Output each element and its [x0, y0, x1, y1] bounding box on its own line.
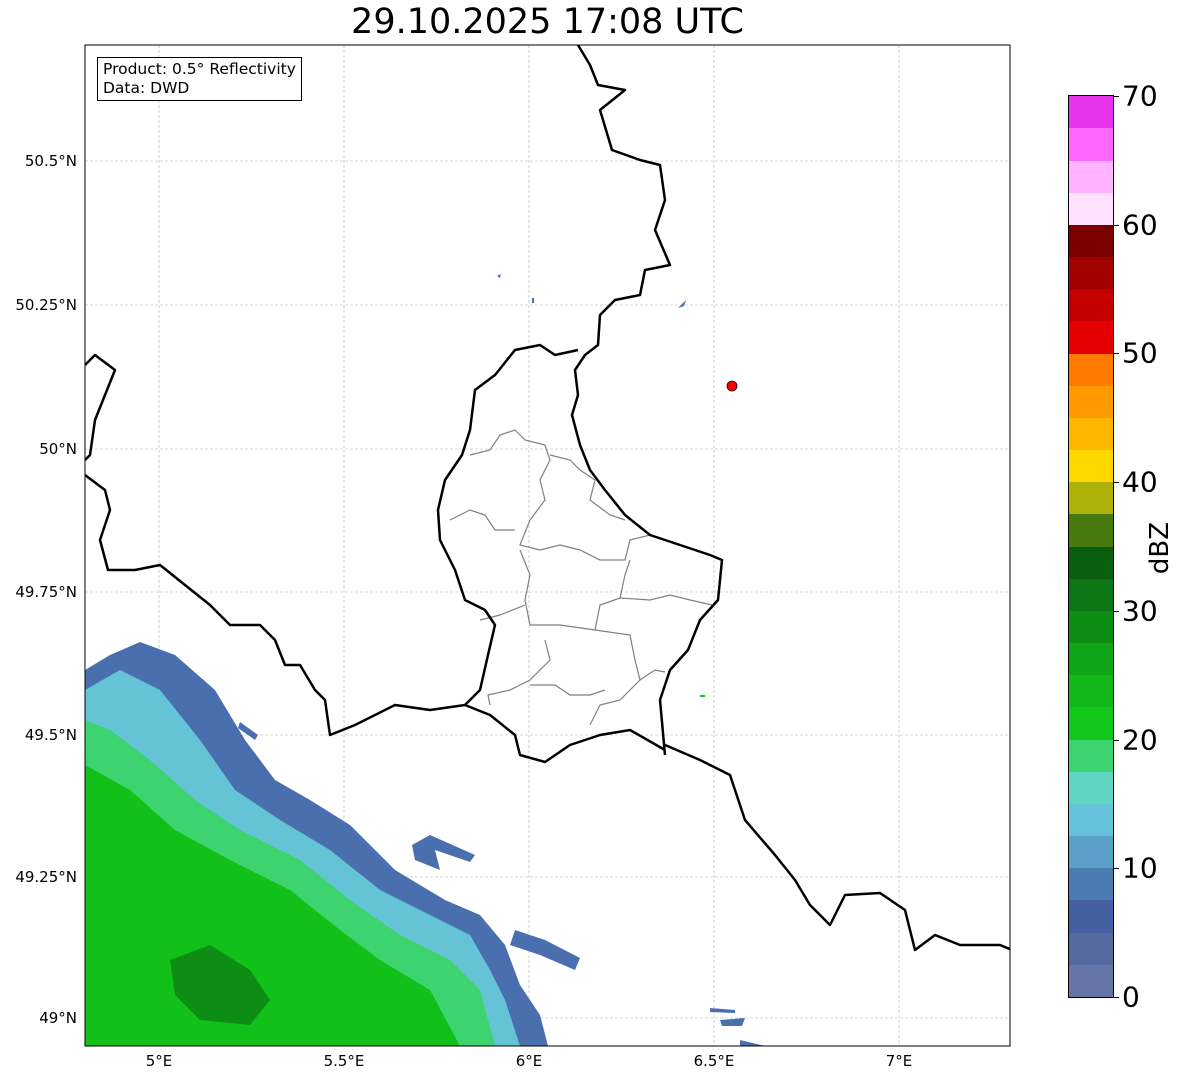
colorbar-bin	[1069, 128, 1113, 161]
lon-tick: 6.5°E	[693, 1052, 735, 1070]
colorbar-bin	[1069, 514, 1113, 547]
country-borders	[85, 45, 1010, 952]
colorbar-bin	[1069, 707, 1113, 740]
colorbar-bin	[1069, 610, 1113, 644]
colorbar-tick-label: 50	[1122, 336, 1158, 370]
colorbar-bin	[1069, 803, 1113, 837]
colorbar-bin	[1069, 257, 1113, 290]
colorbar-label: dBZ	[1145, 521, 1175, 575]
colorbar-bin	[1069, 900, 1113, 933]
colorbar-tick-mark	[1113, 353, 1119, 355]
lat-tick: 49.5°N	[24, 726, 77, 744]
colorbar-bin	[1069, 450, 1113, 483]
colorbar-bin	[1069, 771, 1113, 804]
location-marker	[726, 380, 738, 392]
radar-echoes	[85, 274, 765, 1046]
lon-tick: 5°E	[145, 1052, 173, 1070]
lon-tick: 7°E	[885, 1052, 913, 1070]
data-source-label: Data: DWD	[103, 79, 190, 97]
colorbar-bin	[1069, 417, 1113, 451]
map-frame	[84, 44, 1011, 1047]
colorbar-bin	[1069, 192, 1113, 225]
grid-lines	[85, 45, 1010, 1046]
colorbar-bin	[1069, 675, 1113, 708]
colorbar-bin	[1069, 353, 1113, 386]
colorbar-bin	[1069, 385, 1113, 418]
colorbar-bin	[1069, 964, 1113, 997]
product-info-box: Product: 0.5° Reflectivity Data: DWD	[97, 57, 302, 101]
lat-tick: 50.25°N	[15, 296, 77, 314]
colorbar-bin	[1069, 836, 1113, 869]
colorbar-tick-label: 40	[1122, 465, 1158, 499]
lon-tick: 5.5°E	[323, 1052, 365, 1070]
colorbar-tick-label: 10	[1122, 851, 1158, 885]
product-label: Product: 0.5° Reflectivity	[103, 60, 296, 78]
colorbar-tick-label: 30	[1122, 594, 1158, 628]
colorbar-bin	[1069, 643, 1113, 676]
colorbar-bin	[1069, 289, 1113, 322]
colorbar-tick-label: 70	[1122, 79, 1158, 113]
lat-tick: 50.5°N	[24, 152, 77, 170]
colorbar-bin	[1069, 578, 1113, 611]
colorbar-bin	[1069, 96, 1113, 129]
colorbar-bin	[1069, 546, 1113, 579]
lat-tick: 49.25°N	[15, 868, 77, 886]
colorbar-tick-label: 20	[1122, 723, 1158, 757]
colorbar-tick-mark	[1113, 868, 1119, 870]
colorbar-tick-mark	[1113, 610, 1119, 612]
lat-tick: 49.75°N	[15, 583, 77, 601]
colorbar-bin	[1069, 160, 1113, 193]
colorbar-tick-mark	[1113, 96, 1119, 97]
colorbar-bin	[1069, 932, 1113, 965]
colorbar-tick-mark	[1113, 482, 1119, 484]
colorbar-tick-label: 60	[1122, 208, 1158, 242]
colorbar-bin	[1069, 224, 1113, 258]
map-title: 29.10.2025 17:08 UTC	[351, 2, 744, 42]
lat-tick: 50°N	[39, 440, 77, 458]
colorbar-tick-mark	[1113, 739, 1119, 741]
colorbar-tick-mark	[1113, 224, 1119, 226]
lat-tick: 49°N	[39, 1009, 77, 1027]
colorbar-bin	[1069, 739, 1113, 772]
colorbar-bin	[1069, 868, 1113, 901]
colorbar-tick-label: 0	[1122, 980, 1140, 1014]
district-borders	[449, 429, 713, 726]
colorbar-tick-mark	[1113, 997, 1119, 998]
colorbar-bin	[1069, 321, 1113, 354]
colorbar	[1068, 95, 1114, 998]
lon-tick: 6°E	[515, 1052, 543, 1070]
colorbar-bin	[1069, 482, 1113, 515]
